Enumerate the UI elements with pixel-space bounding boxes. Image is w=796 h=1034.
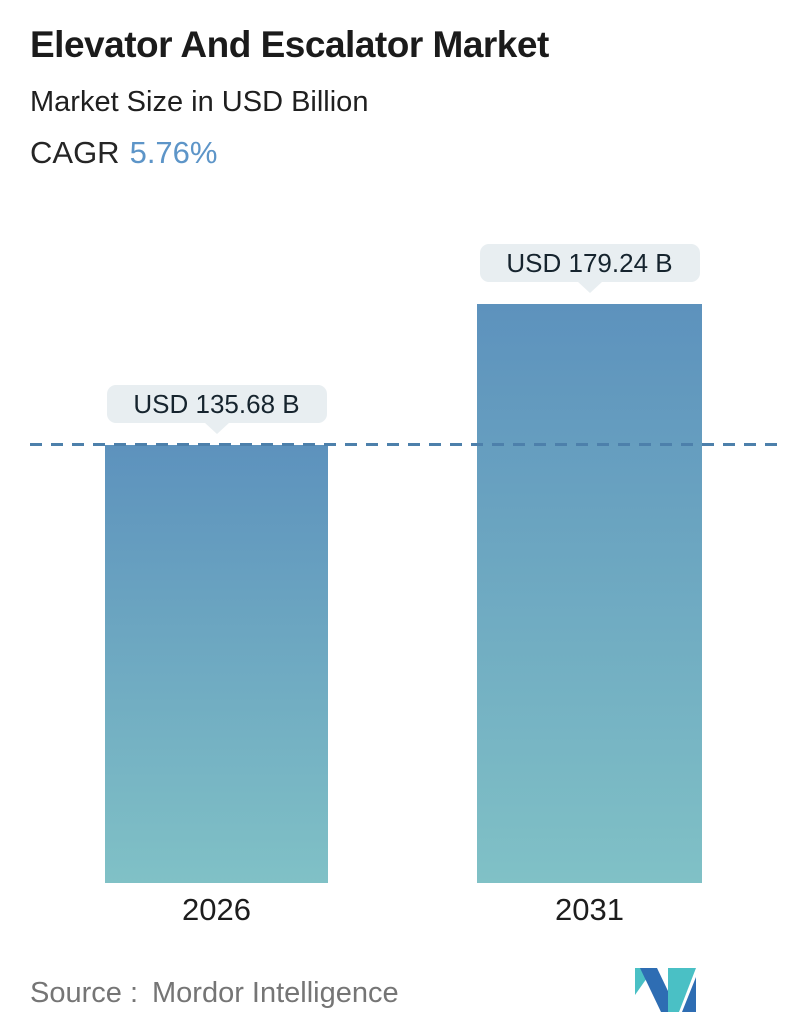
mordor-intelligence-logo [635,968,696,1012]
bar [477,304,702,883]
category-label: 2031 [555,892,624,927]
chart-subtitle: Market Size in USD Billion [30,86,369,118]
bar [105,445,328,883]
value-label-pointer [203,422,230,434]
reference-dashed-line [30,443,780,446]
source-line: Source : Mordor Intelligence [30,977,550,1010]
bar-group: USD 179.24 B 2031 [477,0,702,1034]
bar-group: USD 135.68 B 2026 [105,0,328,1034]
source-value: Mordor Intelligence [152,977,399,1009]
page-title: Elevator And Escalator Market [30,24,549,65]
source-label: Source : [30,977,138,1009]
value-label-pointer [576,281,603,293]
value-label-bubble: USD 135.68 B [106,385,327,423]
cagr-value: 5.76% [129,135,218,170]
cagr-label: CAGR [30,135,120,170]
category-label: 2026 [182,892,251,927]
cagr-line: CAGR 5.76% [30,135,430,171]
value-label-bubble: USD 179.24 B [479,244,700,282]
